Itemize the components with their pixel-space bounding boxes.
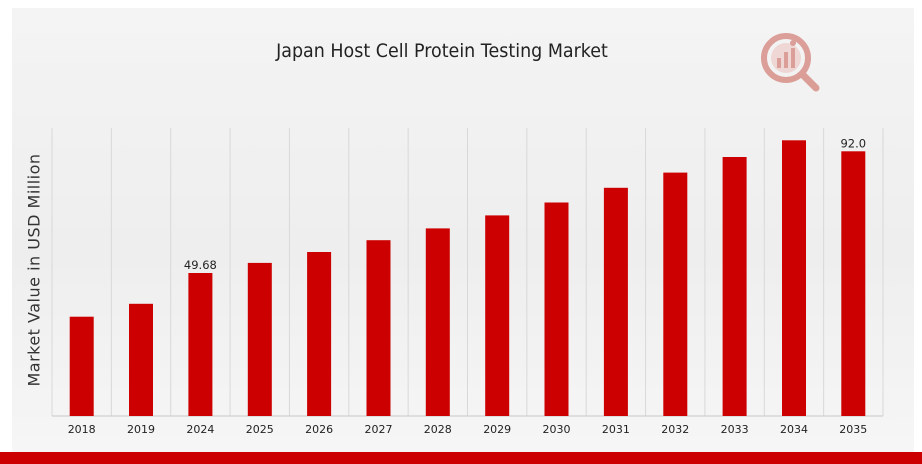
- x-tick-label-2035: 2035: [839, 423, 867, 436]
- x-tick-label-2031: 2031: [602, 423, 630, 436]
- bar-2031: [603, 187, 628, 416]
- grid-lines: [51, 128, 884, 416]
- x-tick-label-2025: 2025: [246, 423, 274, 436]
- bar-2034: [782, 140, 806, 417]
- bottom-accent-bar: [0, 452, 922, 464]
- bar-2026: [307, 252, 332, 416]
- x-tick-label-2026: 2026: [305, 423, 333, 436]
- x-tick-label-2019: 2019: [127, 423, 155, 436]
- bar-2029: [485, 215, 510, 416]
- bar-2028: [425, 228, 450, 416]
- bar-2024: [188, 273, 213, 416]
- data-label-2024: 49.68: [184, 258, 217, 272]
- x-tick-label-2028: 2028: [424, 423, 452, 436]
- magnifier-bar-chart-icon: [761, 33, 820, 92]
- bar-2027: [366, 240, 391, 416]
- data-labels: 49.68 92.0: [184, 136, 866, 272]
- x-tick-label-2029: 2029: [483, 423, 511, 436]
- bar-2030: [544, 202, 569, 416]
- x-tick-label-2018: 2018: [68, 423, 96, 436]
- x-tick-labels: 2018 2019 2024 2025 2026 2027 2028 2029 2030 2031…: [68, 423, 868, 436]
- bar-2025: [247, 262, 272, 416]
- bar-2032: [663, 172, 688, 416]
- x-tick-label-2033: 2033: [721, 423, 749, 436]
- x-tick-label-2034: 2034: [780, 423, 808, 436]
- x-tick-label-2027: 2027: [365, 423, 393, 436]
- chart-background: [12, 8, 914, 452]
- bar-2018: [69, 316, 94, 416]
- bars: [69, 140, 866, 417]
- chart-title: Japan Host Cell Protein Testing Market: [276, 40, 608, 62]
- x-tick-label-2024: 2024: [186, 423, 214, 436]
- bar-2019: [129, 303, 153, 416]
- bar-2033: [722, 157, 747, 416]
- x-tick-label-2030: 2030: [543, 423, 571, 436]
- x-tick-label-2032: 2032: [661, 423, 689, 436]
- data-label-2035: 92.0: [840, 136, 866, 150]
- bar-2035: [841, 151, 866, 417]
